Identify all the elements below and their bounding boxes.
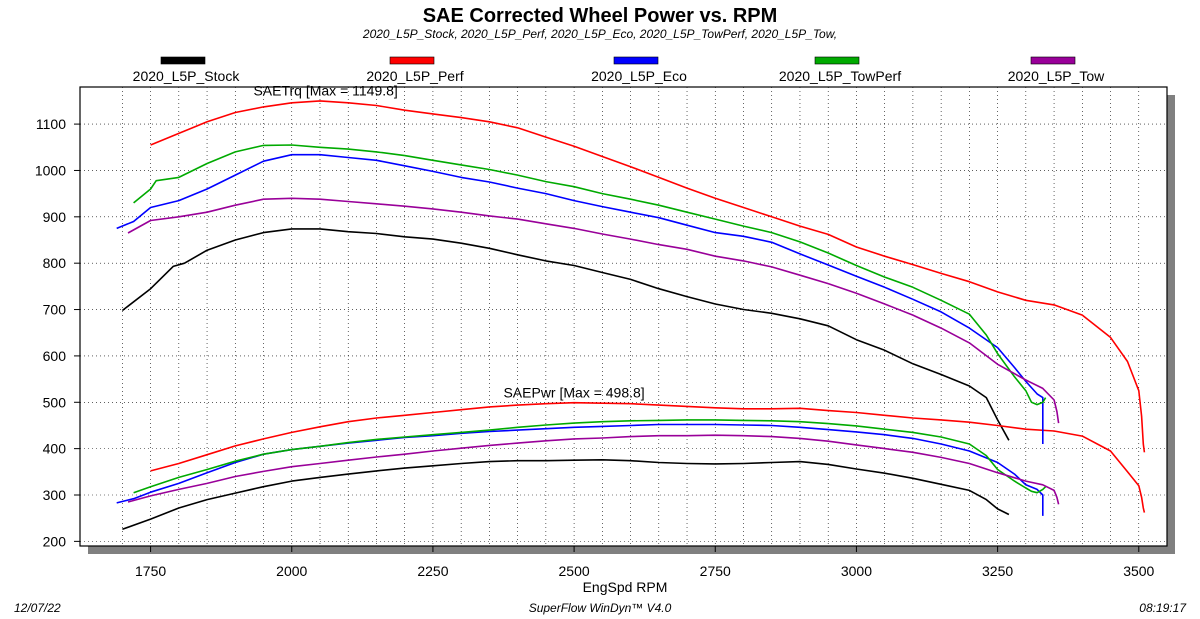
legend-swatch: [1030, 56, 1076, 65]
y-tick-label: 500: [43, 394, 67, 410]
x-tick-label: 2250: [417, 563, 448, 579]
series-line-torque: [150, 100, 1146, 453]
legend-swatch: [389, 56, 435, 65]
y-tick-label: 600: [43, 348, 67, 364]
series-layer: [116, 100, 1146, 531]
x-tick-label: 3250: [982, 563, 1013, 579]
x-tick-label: 2000: [276, 563, 307, 579]
y-tick-label: 1000: [35, 162, 66, 178]
x-axis-label: EngSpd RPM: [583, 579, 668, 595]
series-line-power: [122, 458, 1010, 531]
y-tick-label: 900: [43, 209, 67, 225]
series-line-power: [133, 419, 1047, 494]
legend-label: 2020_L5P_Stock: [133, 68, 241, 84]
legend-label: 2020_L5P_Tow: [1008, 68, 1105, 84]
footer-date: 12/07/22: [14, 601, 61, 615]
x-tick-label: 3500: [1123, 563, 1154, 579]
annotations: SAETrq [Max = 1149.8] SAEPwr [Max = 498.8…: [253, 83, 644, 401]
legend-label: 2020_L5P_Eco: [591, 68, 687, 84]
plot-area: [79, 86, 1168, 547]
footer-time: 08:19:17: [1139, 601, 1187, 615]
legend-swatch: [613, 56, 659, 65]
chart-subtitle: 2020_L5P_Stock, 2020_L5P_Perf, 2020_L5P_…: [362, 27, 837, 41]
x-tick-label: 2500: [559, 563, 590, 579]
legend-label: 2020_L5P_Perf: [366, 68, 463, 84]
x-axis: 1750 2000 2250 2500 2750 3000 3250 3500: [135, 546, 1155, 579]
annotation-label: SAETrq [Max = 1149.8]: [253, 83, 397, 99]
annotation-label: SAEPwr [Max = 498.8]: [503, 384, 644, 400]
series-line-torque: [133, 144, 1047, 406]
chart-title: SAE Corrected Wheel Power vs. RPM: [423, 5, 778, 27]
series-line-torque: [121, 228, 1010, 441]
y-tick-label: 700: [43, 302, 67, 318]
footer-software: SuperFlow WinDyn™ V4.0: [529, 601, 672, 615]
y-tick-label: 400: [43, 441, 67, 457]
y-tick-label: 1100: [36, 116, 66, 132]
grid: [80, 87, 1167, 546]
x-tick-label: 2750: [700, 563, 731, 579]
x-tick-label: 3000: [841, 563, 872, 579]
legend-swatch: [160, 56, 206, 65]
series-line-torque: [127, 197, 1060, 424]
series-line-torque: [116, 153, 1044, 444]
y-axis: 200 300 400 500 600 700 800 900 1000 1100: [35, 116, 80, 549]
legend-label: 2020_L5P_TowPerf: [779, 68, 901, 84]
x-tick-label: 1750: [135, 563, 166, 579]
y-tick-label: 200: [43, 533, 67, 549]
series-line-power: [150, 401, 1146, 513]
y-tick-label: 800: [43, 255, 67, 271]
series-line-power: [127, 434, 1060, 505]
legend: 2020_L5P_Stock 2020_L5P_Perf 2020_L5P_Eco 2…: [133, 56, 1105, 84]
y-tick-label: 300: [43, 487, 67, 503]
legend-swatch: [814, 56, 860, 65]
